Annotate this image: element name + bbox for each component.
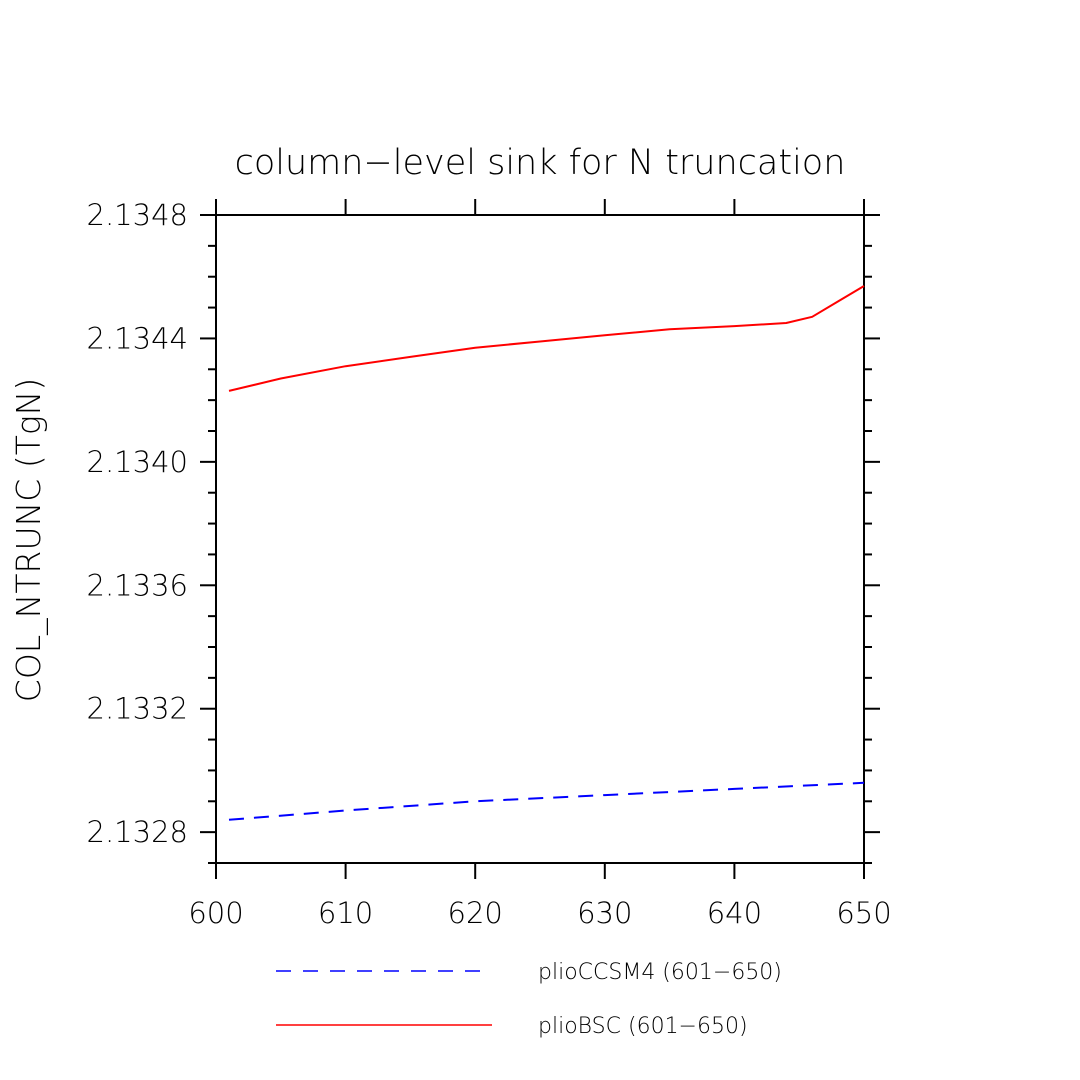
y-tick-label: 2.1336 [87,568,188,602]
x-tick-label: 610 [318,896,373,930]
y-tick-label: 2.1348 [87,198,188,232]
legend-label-2: plioBSC (601−650) [538,1014,748,1039]
y-axis-label: COL_NTRUNC (TgN) [9,378,49,702]
y-tick-label: 2.1332 [87,692,188,726]
plot-frame [215,214,865,864]
x-tick-label: 650 [836,896,891,930]
legend-label-1: plioCCSM4 (601−650) [538,960,782,985]
y-tick-label: 2.1328 [87,815,188,849]
y-tick-label: 2.1340 [87,445,188,479]
legend: plioCCSM4 (601−650) plioBSC (601−650) [276,960,782,1039]
series-layer [228,285,865,821]
y-tick-label: 2.1344 [87,321,188,355]
x-tick-label: 630 [577,896,632,930]
axis-ticks [200,199,880,879]
x-tick-label: 640 [707,896,762,930]
series-line-2 [228,285,865,392]
axis-tick-labels: 600 610 620 630 640 650 2.1328 2.1332 2.1336 2.13… [87,198,892,930]
series-line-1 [228,781,865,821]
x-tick-label: 620 [448,896,503,930]
x-tick-label: 600 [188,896,243,930]
chart-title: column−level sink for N truncation [235,143,846,183]
